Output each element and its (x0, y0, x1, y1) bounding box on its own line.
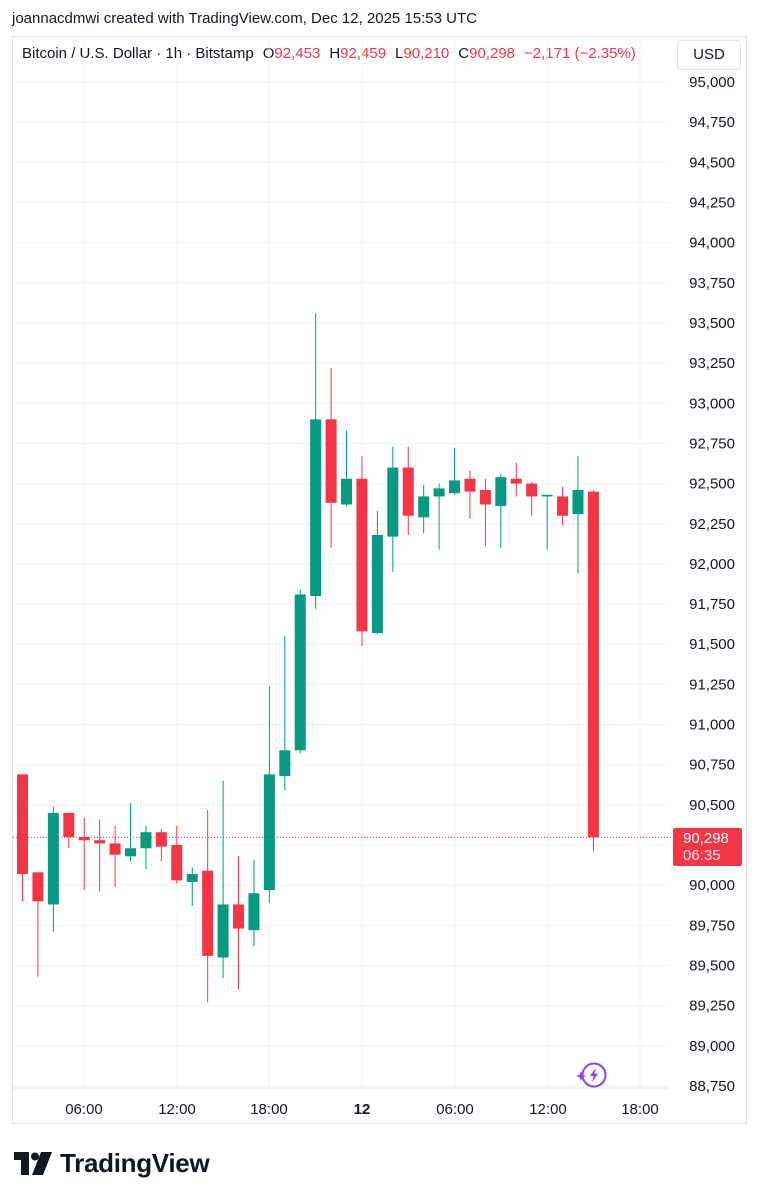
change-value: −2,171 (−2.35%) (524, 45, 636, 62)
last-price-tag: 90,298 06:35 (673, 828, 742, 866)
low-label: L (395, 45, 404, 62)
bar-countdown: 06:35 (683, 847, 721, 864)
tradingview-brand[interactable]: TradingView (14, 1148, 210, 1179)
close-label: C (458, 45, 470, 62)
high-label: H (329, 45, 341, 62)
high-value: 92,459 (340, 45, 387, 62)
brand-name: TradingView (60, 1148, 210, 1178)
open-value: 92,453 (274, 45, 321, 62)
chart-frame (12, 36, 747, 1124)
last-price-value: 90,298 (683, 830, 729, 847)
tradingview-logo-icon (14, 1151, 52, 1175)
attribution-text: joannacdmwi created with TradingView.com… (12, 10, 477, 27)
currency-button[interactable]: USD (677, 40, 741, 70)
symbol-title: Bitcoin / U.S. Dollar · 1h · Bitstamp (22, 45, 254, 62)
low-value: 90,210 (403, 45, 450, 62)
close-value: 90,298 (469, 45, 516, 62)
open-label: O (262, 45, 275, 62)
